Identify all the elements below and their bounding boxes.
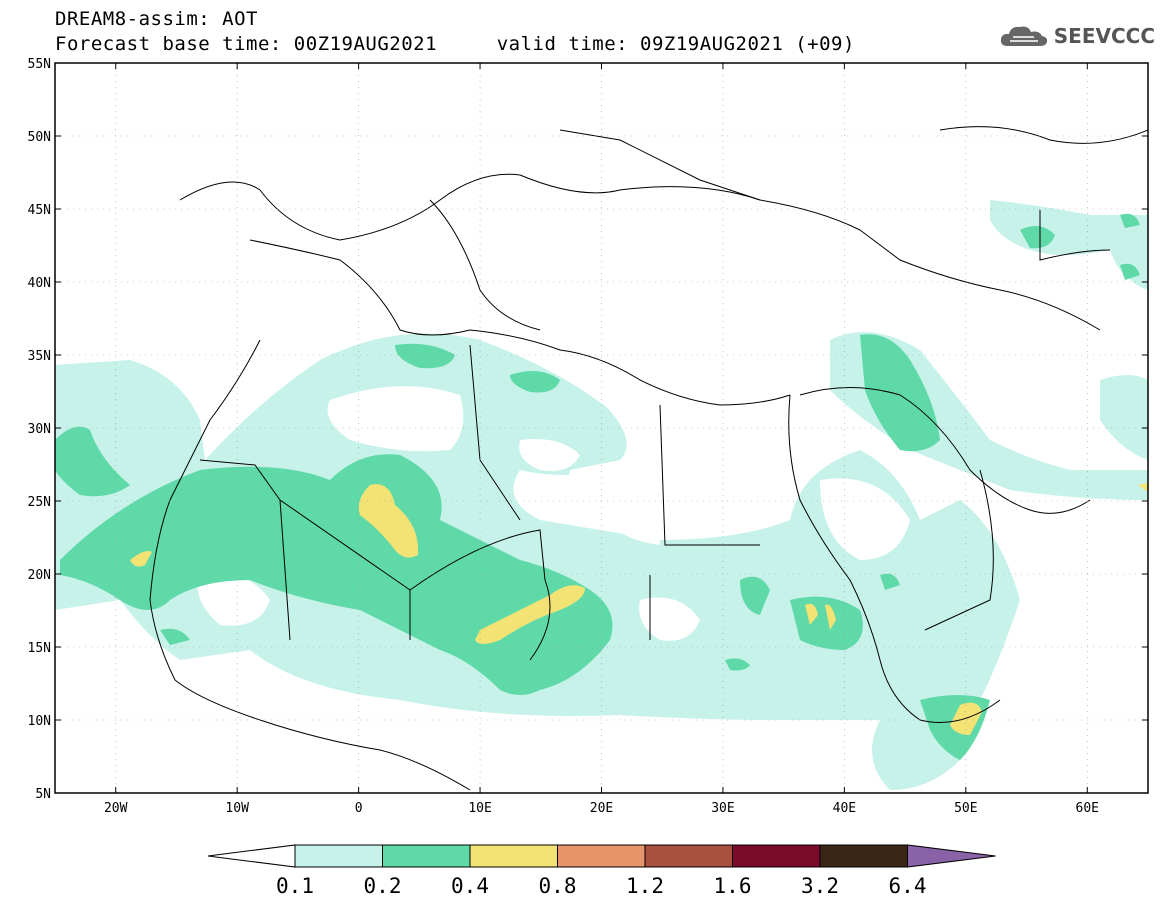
lon-tick-label: 40E bbox=[833, 801, 856, 816]
lon-tick-label: 10W bbox=[225, 801, 249, 816]
lon-tick-label: 10E bbox=[468, 801, 491, 816]
colorbar-label: 1.6 bbox=[714, 874, 752, 898]
lon-tick-label: 30E bbox=[711, 801, 734, 816]
colorbar-segment bbox=[469, 844, 558, 868]
aot-field bbox=[55, 126, 1148, 791]
colorbar-segment bbox=[644, 844, 733, 868]
lat-tick-label: 40N bbox=[28, 276, 51, 291]
aot-gaps bbox=[197, 386, 910, 641]
lat-tick-label: 5N bbox=[35, 787, 51, 802]
colorbar-label: 6.4 bbox=[889, 874, 927, 898]
lat-tick-label: 25N bbox=[28, 495, 51, 510]
seevccc-logo: SEEVCCC bbox=[998, 22, 1155, 50]
title-line-1: DREAM8-assim: AOT bbox=[55, 8, 258, 30]
lat-tick-label: 50N bbox=[28, 130, 51, 145]
colorbar-label: 0.1 bbox=[276, 874, 314, 898]
colorbar-label: 0.4 bbox=[451, 874, 489, 898]
title-line-2: Forecast base time: 00Z19AUG2021 valid t… bbox=[55, 33, 855, 55]
colorbar-label: 0.2 bbox=[364, 874, 402, 898]
lat-tick-label: 15N bbox=[28, 641, 51, 656]
cloud-icon bbox=[1000, 26, 1047, 46]
lat-tick-label: 45N bbox=[28, 203, 51, 218]
colorbar-segment bbox=[557, 844, 646, 868]
lon-tick-label: 20W bbox=[104, 801, 128, 816]
lat-tick-label: 30N bbox=[28, 422, 51, 437]
colorbar-segment bbox=[732, 844, 821, 868]
lon-tick-label: 60E bbox=[1076, 801, 1099, 816]
lat-tick-label: 55N bbox=[28, 57, 51, 72]
colorbar-arrow-low bbox=[207, 844, 296, 868]
colorbar: 0.1 0.2 0.4 0.8 1.2 1.6 3.2 6.4 bbox=[207, 844, 996, 898]
lat-axis: 55N 50N 45N 40N 35N 30N 25N 20N 15N 10N 5N bbox=[28, 57, 1148, 802]
lat-tick-label: 35N bbox=[28, 349, 51, 364]
aot-level-0.4 bbox=[130, 483, 1148, 735]
colorbar-label: 0.8 bbox=[539, 874, 577, 898]
colorbar-segment bbox=[382, 844, 471, 868]
lat-tick-label: 20N bbox=[28, 568, 51, 583]
colorbar-segment bbox=[819, 844, 908, 868]
lon-tick-label: 20E bbox=[590, 801, 613, 816]
logo-text: SEEVCCC bbox=[1053, 24, 1155, 48]
colorbar-arrow-high bbox=[907, 844, 996, 868]
lon-tick-label: 0 bbox=[355, 801, 363, 816]
lon-tick-label: 50E bbox=[954, 801, 977, 816]
lat-tick-label: 10N bbox=[28, 714, 51, 729]
colorbar-label: 3.2 bbox=[801, 874, 839, 898]
colorbar-segment bbox=[294, 844, 383, 868]
colorbar-label: 1.2 bbox=[626, 874, 664, 898]
lon-axis: 20W 10W 0 10E 20E 30E 40E 50E 60E bbox=[104, 63, 1099, 816]
